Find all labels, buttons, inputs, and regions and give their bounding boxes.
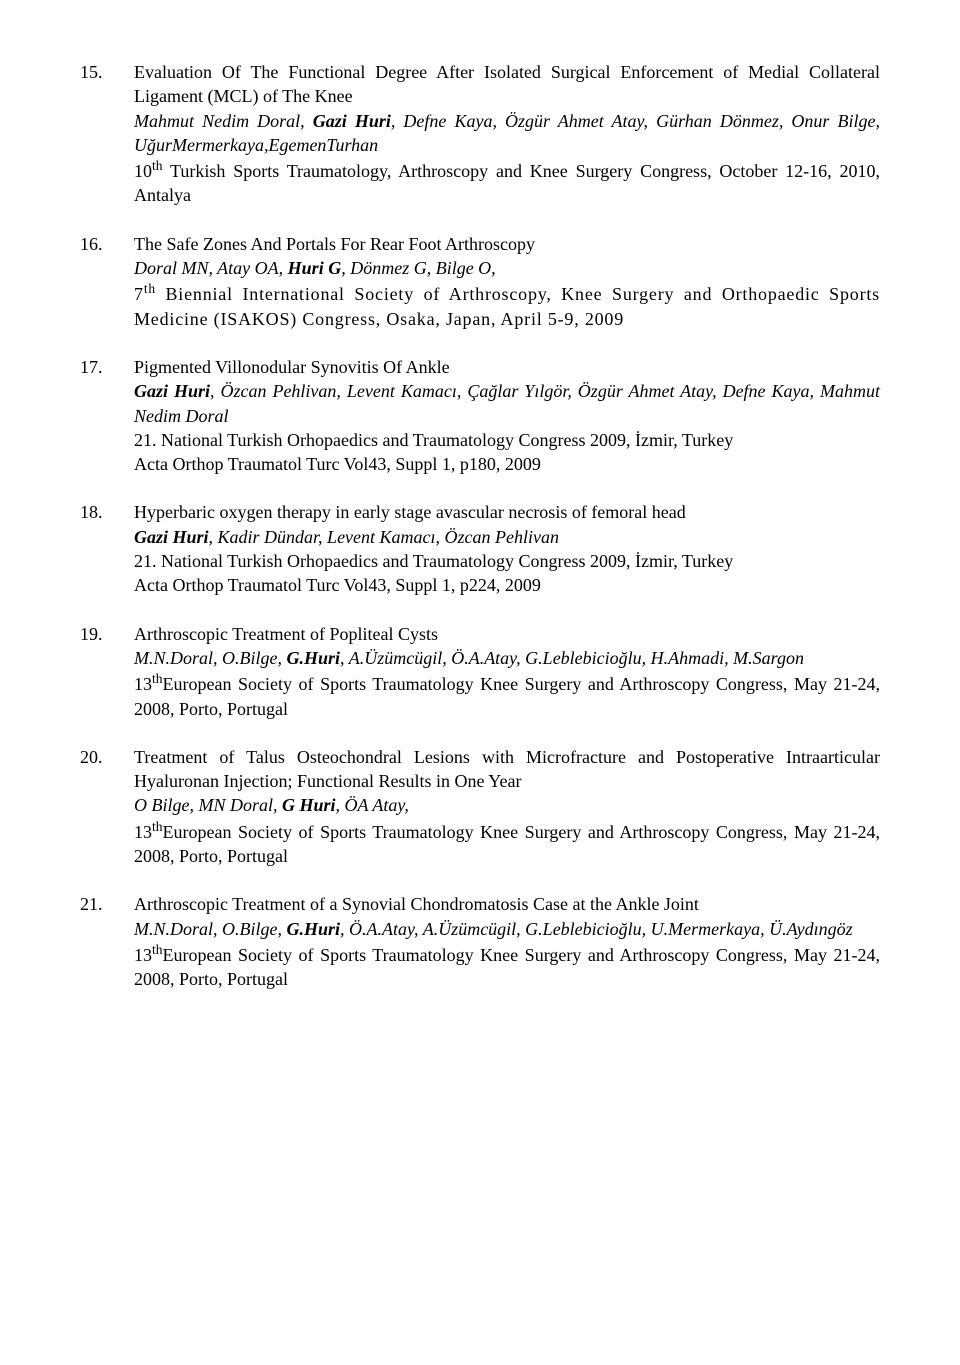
reference-entry: 17. Pigmented Villonodular Synovitis Of … [80,355,880,476]
authors-post: , Özcan Pehlivan, Levent Kamacı, Çağlar … [134,381,880,425]
authors-post: , Kadir Dündar, Levent Kamacı, Özcan Peh… [209,527,559,547]
authors-bold: G.Huri [287,648,341,668]
entry-number: 18. [80,500,134,597]
entry-number: 21. [80,892,134,991]
entry-content: Treatment of Talus Osteochondral Lesions… [134,745,880,868]
entry-content: Arthroscopic Treatment of Popliteal Cyst… [134,622,880,721]
authors-bold: Gazi Huri [134,527,209,547]
entry-authors: Mahmut Nedim Doral, Gazi Huri, Defne Kay… [134,109,880,158]
entry-title: The Safe Zones And Portals For Rear Foot… [134,232,880,256]
authors-bold: Huri G [288,258,342,278]
pub-post: Biennial International Society of Arthro… [134,284,880,328]
authors-pre: Doral MN, Atay OA, [134,258,288,278]
reference-entry: 18. Hyperbaric oxygen therapy in early s… [80,500,880,597]
pub-sup: th [152,819,163,834]
pub-post: European Society of Sports Traumatology … [134,674,880,718]
entry-title: Arthroscopic Treatment of a Synovial Cho… [134,892,880,916]
entry-title: Pigmented Villonodular Synovitis Of Ankl… [134,355,880,379]
authors-post: , Ö.A.Atay, A.Üzümcügil, G.Leblebicioğlu… [340,919,853,939]
entry-title: Arthroscopic Treatment of Popliteal Cyst… [134,622,880,646]
authors-bold: Gazi Huri [313,111,391,131]
entry-content: Pigmented Villonodular Synovitis Of Ankl… [134,355,880,476]
entry-number: 16. [80,232,134,331]
pub-post: European Society of Sports Traumatology … [134,945,880,989]
entry-content: Arthroscopic Treatment of a Synovial Cho… [134,892,880,991]
entry-authors: Gazi Huri, Kadir Dündar, Levent Kamacı, … [134,525,880,549]
reference-entry: 16. The Safe Zones And Portals For Rear … [80,232,880,331]
entry-content: Hyperbaric oxygen therapy in early stage… [134,500,880,597]
authors-pre: O Bilge, MN Doral, [134,795,282,815]
pub-pre: 10 [134,161,152,181]
reference-entry: 15. Evaluation Of The Functional Degree … [80,60,880,208]
pub-sup: th [152,158,163,173]
pub-sup: th [144,281,156,296]
entry-number: 20. [80,745,134,868]
entry-publication2: Acta Orthop Traumatol Turc Vol43, Suppl … [134,452,880,476]
pub-post: Turkish Sports Traumatology, Arthroscopy… [134,161,880,205]
entry-authors: Gazi Huri, Özcan Pehlivan, Levent Kamacı… [134,379,880,428]
entry-publication: 21. National Turkish Orhopaedics and Tra… [134,428,880,452]
authors-pre: Mahmut Nedim Doral, [134,111,313,131]
authors-bold: Gazi Huri [134,381,210,401]
entry-publication: 10th Turkish Sports Traumatology, Arthro… [134,157,880,208]
reference-entry: 19. Arthroscopic Treatment of Popliteal … [80,622,880,721]
pub-sup: th [152,942,163,957]
entry-content: The Safe Zones And Portals For Rear Foot… [134,232,880,331]
pub-post: European Society of Sports Traumatology … [134,822,880,866]
pub-pre: 7 [134,284,144,304]
entry-authors: O Bilge, MN Doral, G Huri, ÖA Atay, [134,793,880,817]
entry-publication: 7th Biennial International Society of Ar… [134,280,880,331]
pub-sup: th [152,671,163,686]
entry-authors: Doral MN, Atay OA, Huri G, Dönmez G, Bil… [134,256,880,280]
entry-title: Hyperbaric oxygen therapy in early stage… [134,500,880,524]
entry-publication: 21. National Turkish Orhopaedics and Tra… [134,549,880,573]
entry-title: Evaluation Of The Functional Degree Afte… [134,60,880,109]
authors-bold: G.Huri [287,919,341,939]
authors-bold: G Huri [282,795,336,815]
authors-post: , A.Üzümcügil, Ö.A.Atay, G.Leblebicioğlu… [340,648,804,668]
authors-pre: M.N.Doral, O.Bilge, [134,919,287,939]
pub-pre: 13 [134,674,152,694]
reference-entry: 20. Treatment of Talus Osteochondral Les… [80,745,880,868]
entry-publication: 13thEuropean Society of Sports Traumatol… [134,818,880,869]
entry-authors: M.N.Doral, O.Bilge, G.Huri, Ö.A.Atay, A.… [134,917,880,941]
entry-content: Evaluation Of The Functional Degree Afte… [134,60,880,208]
entry-publication: 13thEuropean Society of Sports Traumatol… [134,670,880,721]
pub-pre: 13 [134,822,152,842]
entry-number: 15. [80,60,134,208]
entry-publication2: Acta Orthop Traumatol Turc Vol43, Suppl … [134,573,880,597]
authors-post: , Dönmez G, Bilge O, [341,258,495,278]
entry-number: 19. [80,622,134,721]
reference-entry: 21. Arthroscopic Treatment of a Synovial… [80,892,880,991]
entry-title: Treatment of Talus Osteochondral Lesions… [134,745,880,794]
authors-post: , ÖA Atay, [336,795,409,815]
entry-number: 17. [80,355,134,476]
pub-pre: 13 [134,945,152,965]
entry-publication: 13thEuropean Society of Sports Traumatol… [134,941,880,992]
entry-authors: M.N.Doral, O.Bilge, G.Huri, A.Üzümcügil,… [134,646,880,670]
authors-pre: M.N.Doral, O.Bilge, [134,648,287,668]
